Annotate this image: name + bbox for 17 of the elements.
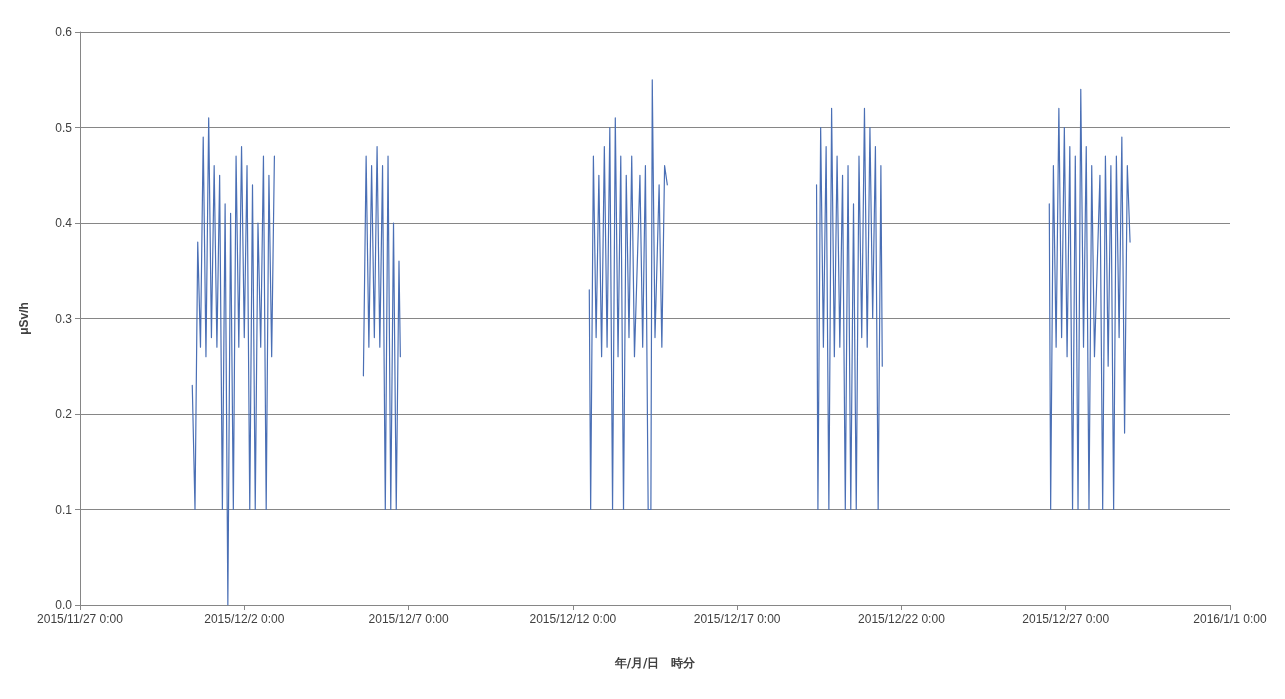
y-axis-title: μSv/h [17, 302, 31, 335]
x-tick-label: 2015/12/7 0:00 [368, 612, 449, 626]
x-tick-label: 2015/12/17 0:00 [693, 612, 781, 626]
x-tick-label: 2015/12/2 0:00 [204, 612, 285, 626]
y-tick-label: 0.0 [55, 598, 73, 612]
x-tick-label: 2015/11/27 0:00 [37, 612, 124, 626]
y-tick-label: 0.5 [55, 120, 73, 135]
x-axis-title: 年/月/日 時分 [613, 656, 697, 670]
x-tick-label: 2016/1/1 0:00 [1193, 612, 1268, 626]
y-tick-label: 0.3 [55, 311, 73, 326]
x-tick-label: 2015/12/22 0:00 [858, 612, 946, 626]
y-tick-label: 0.2 [55, 407, 73, 421]
y-tick-label: 0.4 [55, 216, 73, 230]
y-tick-label: 0.6 [55, 25, 73, 39]
y-tick-label: 0.1 [55, 502, 73, 517]
x-tick-label: 2015/12/12 0:00 [529, 612, 617, 626]
x-tick-label: 2015/12/27 0:00 [1022, 612, 1110, 626]
